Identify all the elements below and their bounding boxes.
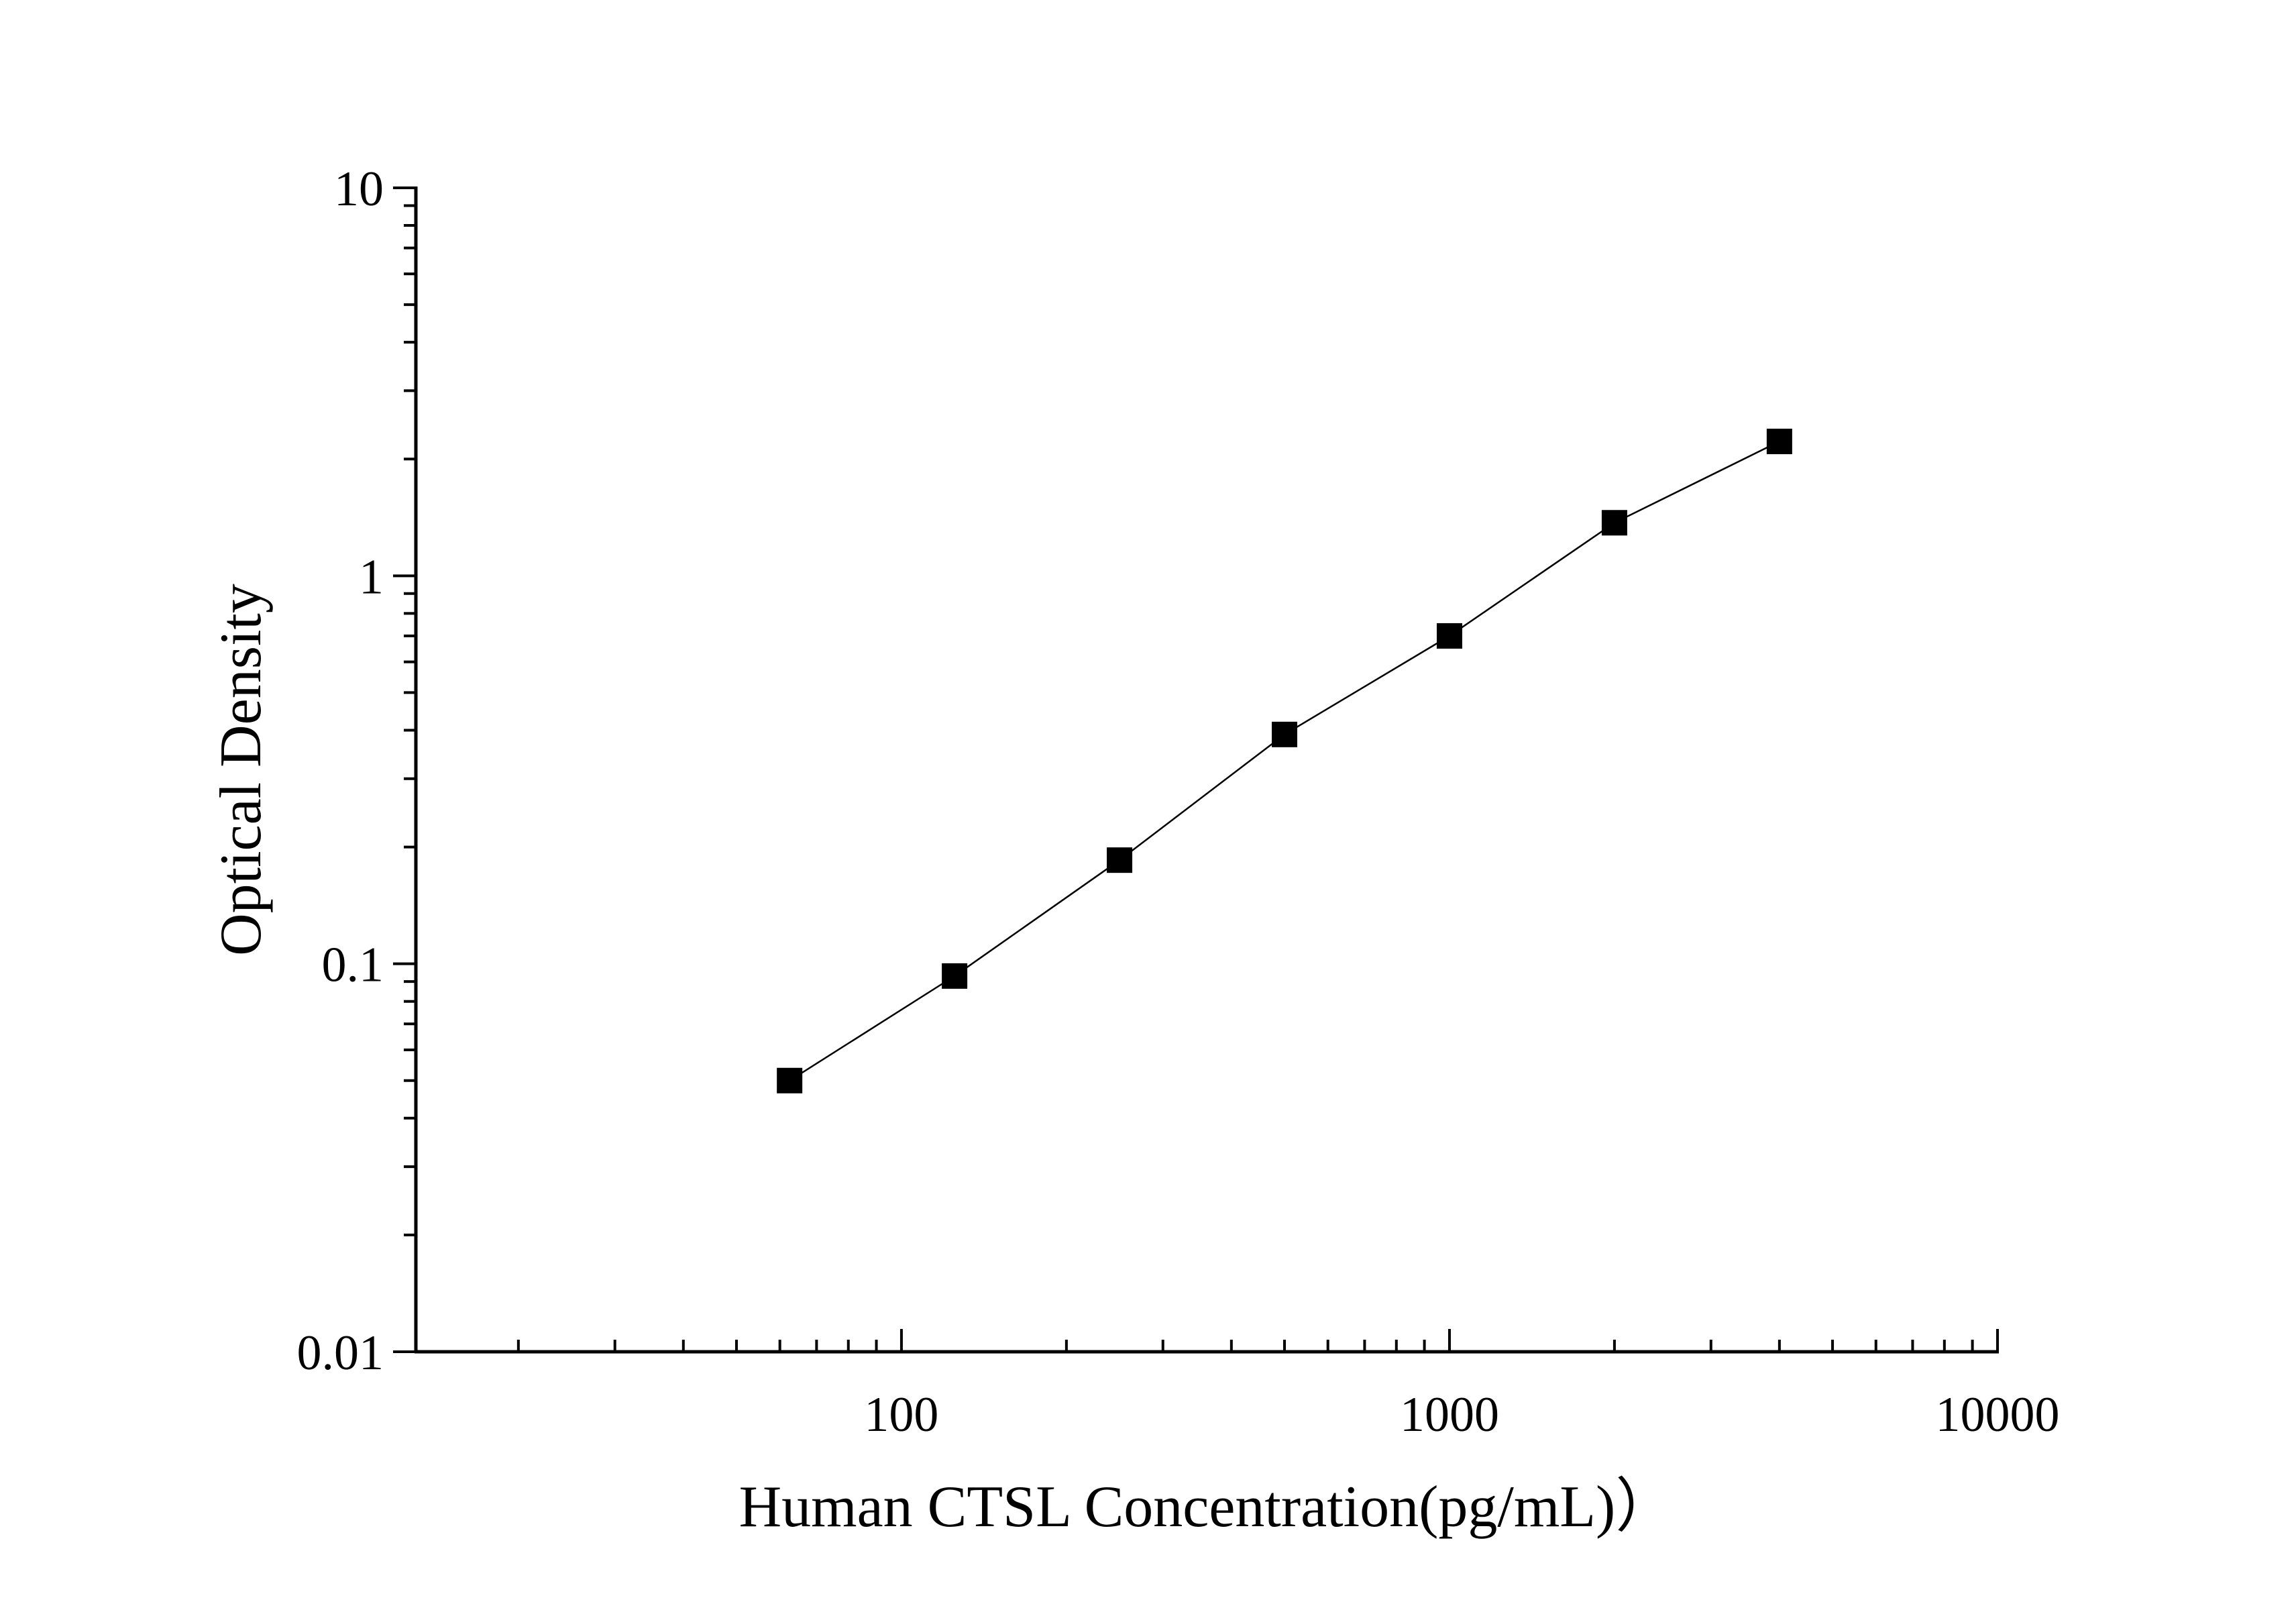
data-point: [777, 1067, 803, 1093]
y-tick-label: 0.01: [297, 1326, 384, 1381]
data-point: [1272, 721, 1298, 747]
series-line: [789, 440, 1780, 1081]
data-point: [1436, 623, 1462, 649]
data-point: [942, 963, 968, 989]
x-tick-label: 10000: [1936, 1387, 2060, 1442]
data-point: [1107, 847, 1133, 873]
y-tick-label: 1: [359, 549, 384, 604]
series-group: [777, 429, 1792, 1093]
x-axis-ticks: 100 1000 10000: [516, 1329, 2060, 1442]
x-axis-title: Human CTSL Concentration(pg/mL)）: [739, 1475, 1675, 1540]
x-tick-label: 1000: [1400, 1387, 1499, 1442]
y-axis-ticks: 0.01 0.1 1 10: [297, 162, 416, 1381]
y-tick-label: 10: [334, 162, 384, 217]
data-point: [1601, 510, 1627, 536]
y-axis-title: Optical Density: [209, 584, 274, 956]
y-tick-label: 0.1: [322, 938, 384, 993]
data-point: [1766, 429, 1792, 455]
x-tick-label: 100: [864, 1387, 938, 1442]
axes: [414, 186, 1999, 1354]
